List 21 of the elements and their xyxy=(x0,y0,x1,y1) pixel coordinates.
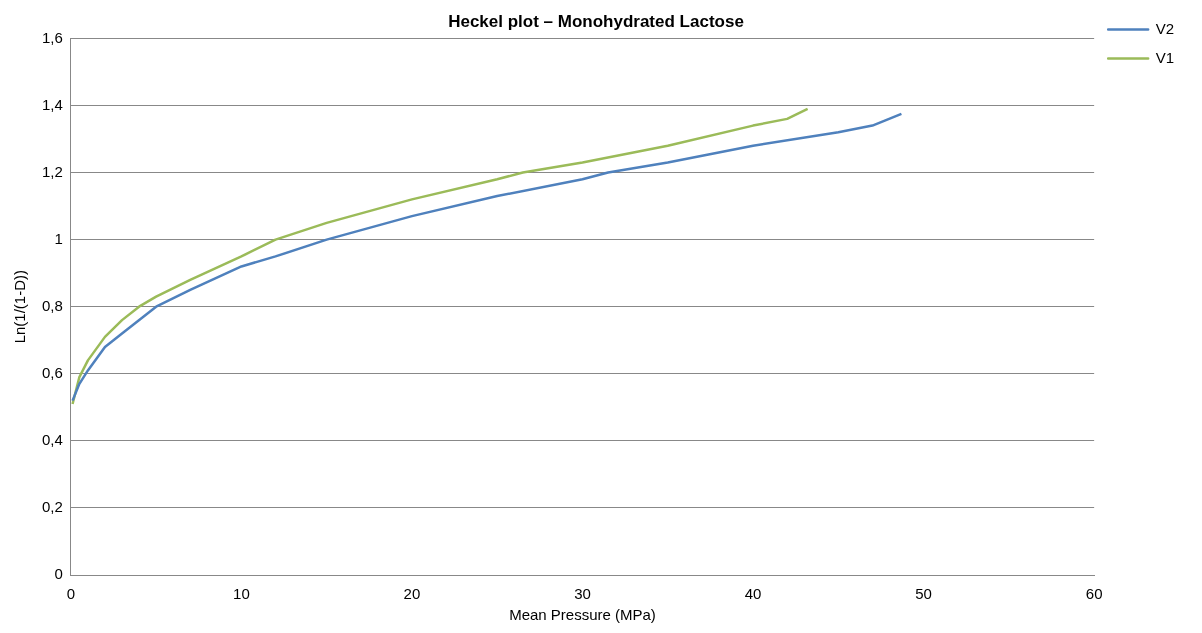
x-tick-label: 60 xyxy=(1085,585,1103,603)
y-tick-label: 1 xyxy=(54,229,63,247)
y-axis-title: Ln(1/(1-D)) xyxy=(11,270,29,344)
x-tick-label: 30 xyxy=(574,585,591,603)
y-tick-label: 1,6 xyxy=(41,28,63,46)
x-tick-label: 20 xyxy=(403,585,421,603)
y-tick-label: 0,4 xyxy=(41,430,63,448)
y-tick-label: 0 xyxy=(54,565,63,583)
x-tick-label: 0 xyxy=(66,585,76,603)
chart-title: Heckel plot – Monohydrated Lactose xyxy=(448,11,744,31)
legend-label: V2 xyxy=(1155,19,1175,37)
y-tick-label: 0,6 xyxy=(41,363,63,381)
y-tick-label: 1,4 xyxy=(41,95,63,113)
x-tick-label: 40 xyxy=(744,585,762,603)
legend-label: V1 xyxy=(1155,48,1175,66)
y-tick-label: 0,2 xyxy=(41,498,63,516)
y-tick-label: 0,8 xyxy=(41,296,63,314)
x-tick-label: 50 xyxy=(915,585,932,603)
x-axis-title: Mean Pressure (MPa) xyxy=(509,606,656,624)
x-tick-label: 10 xyxy=(233,585,250,603)
y-tick-label: 1,2 xyxy=(41,162,63,180)
